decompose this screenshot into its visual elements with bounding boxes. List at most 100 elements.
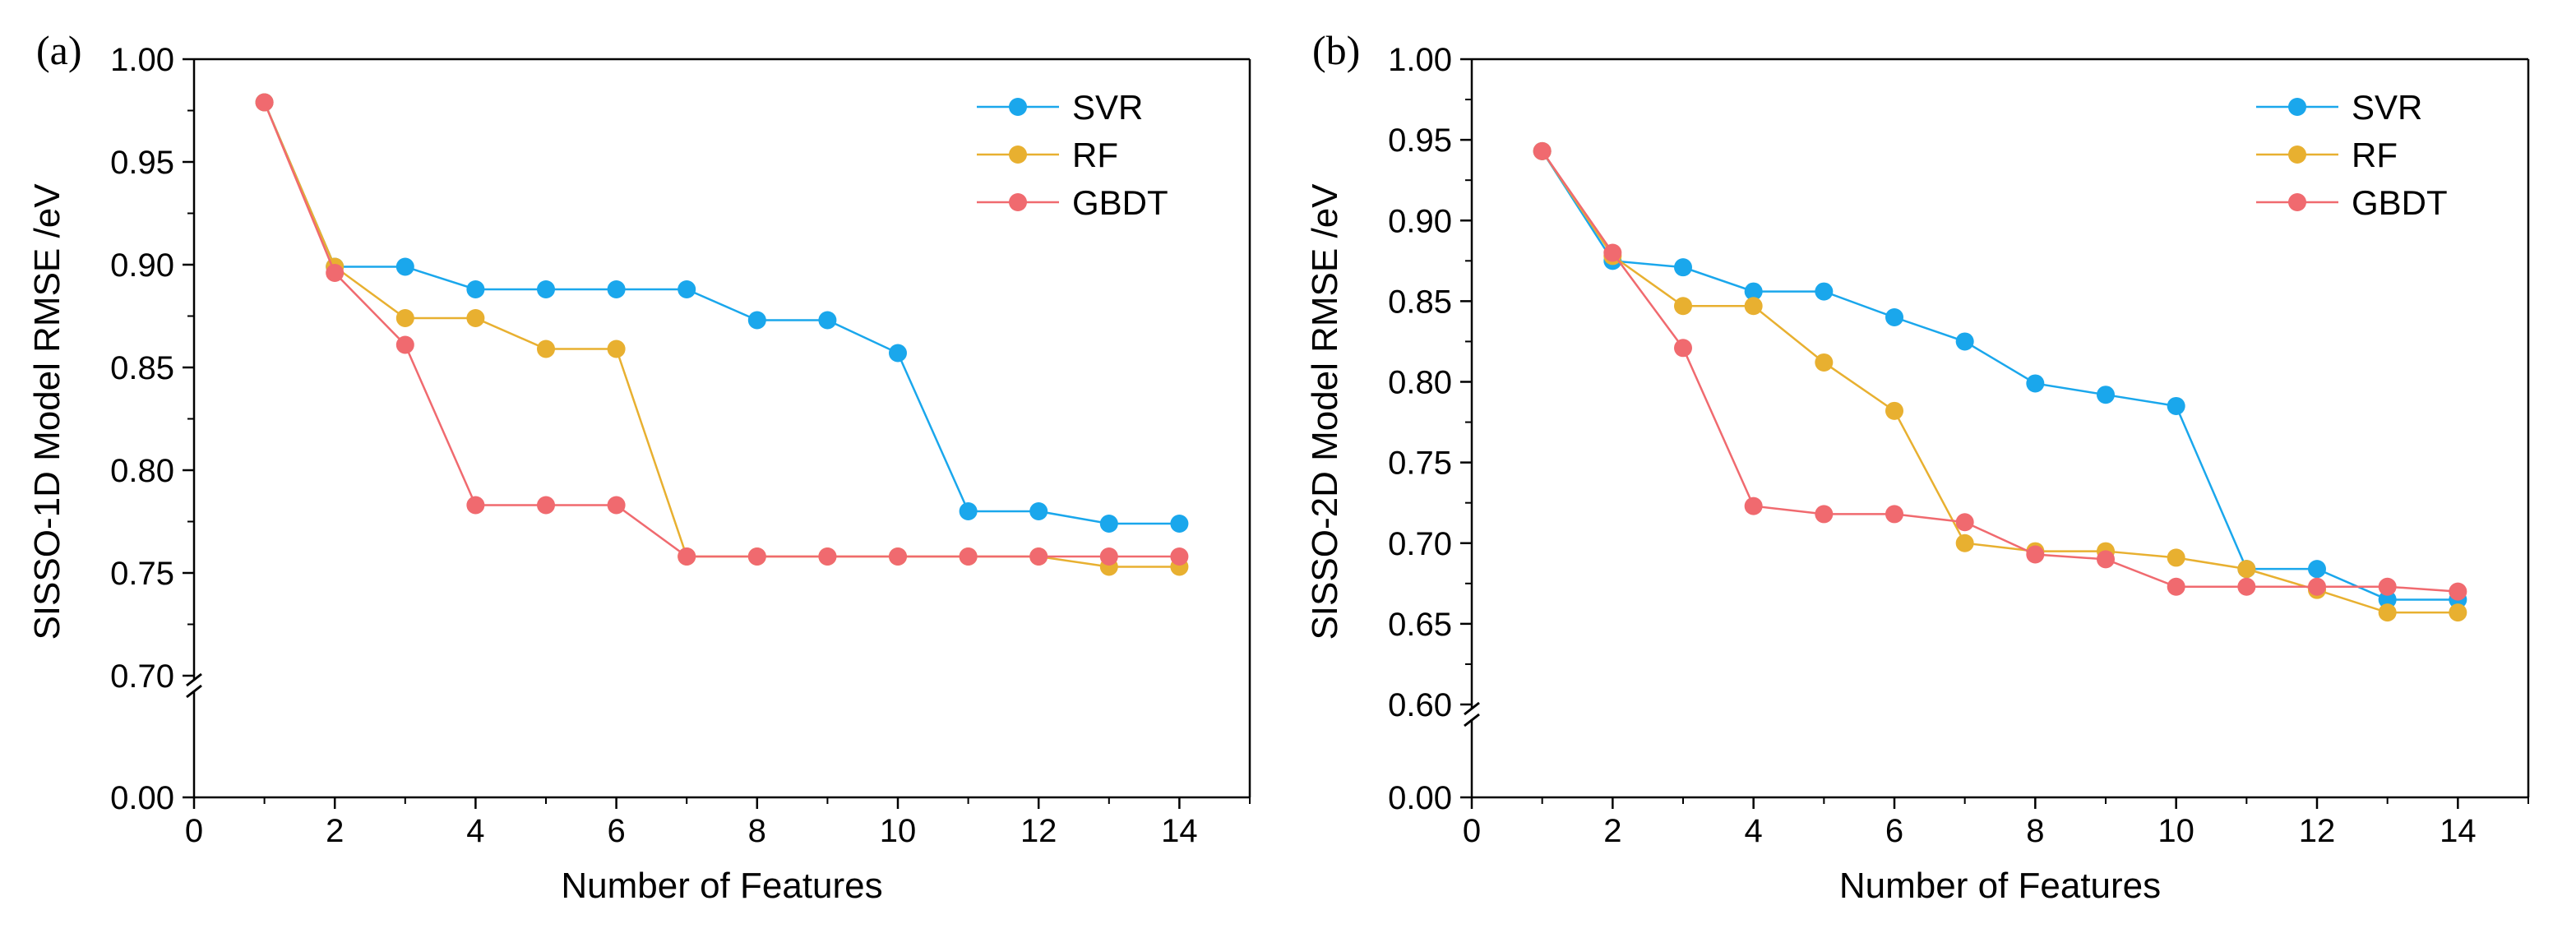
x-tick-label: 6: [607, 813, 625, 849]
data-point-gbdt: [1533, 141, 1552, 160]
data-point-rf: [395, 309, 414, 327]
series-line-gbdt: [263, 102, 1180, 558]
data-point-svr: [2097, 386, 2115, 404]
series-line-rf: [263, 102, 1180, 568]
y-tick-label: 0.70: [1388, 526, 1452, 562]
data-point-gbdt: [1170, 547, 1189, 566]
data-point-gbdt: [1029, 547, 1048, 566]
x-tick-label: 10: [880, 813, 917, 849]
legend-label: GBDT: [2352, 183, 2448, 222]
data-point-rf: [2237, 560, 2256, 579]
data-point-gbdt: [889, 547, 907, 566]
data-point-gbdt: [2449, 582, 2467, 601]
legend-marker: [2288, 145, 2306, 164]
x-tick-label: 14: [2440, 813, 2477, 849]
legend-label: SVR: [2352, 88, 2422, 127]
y-tick-label: 0.70: [110, 658, 174, 695]
data-point-rf: [537, 339, 555, 358]
x-tick-label: 10: [2157, 813, 2194, 849]
data-point-rf: [2378, 603, 2397, 622]
legend: SVR RF GBDT: [977, 88, 1168, 222]
x-tick-label: 12: [1020, 813, 1057, 849]
data-point-rf: [2449, 603, 2467, 622]
legend-marker: [1009, 98, 1027, 116]
data-point-svr: [959, 502, 978, 520]
y-axis-break-mark: [1464, 701, 1480, 716]
data-point-svr: [1885, 308, 1903, 326]
x-tick-label: 2: [1603, 813, 1621, 849]
y-axis-break-mark: [186, 672, 202, 687]
x-tick-label: 14: [1161, 813, 1198, 849]
data-point-svr: [818, 311, 837, 330]
series-line-rf: [1541, 150, 2458, 614]
y-tick-label: 0.80: [110, 453, 174, 489]
data-point-gbdt: [537, 496, 555, 515]
data-point-svr: [1744, 282, 1763, 301]
data-point-gbdt: [1955, 513, 1974, 532]
data-point-rf: [466, 309, 485, 327]
chart-panel-b: 0 2 4 6 8 10 12 14 0.60 0.65 0.70 0.75 0.80 0.85 0.90 0…: [1305, 27, 2530, 906]
series-svr: [255, 93, 1189, 533]
data-point-rf: [1744, 297, 1763, 316]
x-tick-label: 4: [1745, 813, 1763, 849]
x-axis-label: Number of Features: [561, 866, 882, 906]
y-axis-label: SISSO-1D Model RMSE /eV: [27, 183, 67, 640]
y-tick-label: 0.90: [110, 247, 174, 284]
data-point-svr: [537, 280, 555, 298]
data-point-rf: [1955, 533, 1974, 552]
data-point-gbdt: [2237, 577, 2256, 596]
data-point-rf: [2167, 548, 2185, 567]
data-point-gbdt: [2097, 550, 2115, 569]
data-point-gbdt: [466, 496, 485, 515]
y-tick-label-zero: 0.00: [110, 780, 174, 816]
data-point-gbdt: [1674, 339, 1692, 358]
data-point-svr: [1955, 332, 1974, 351]
data-point-svr: [395, 257, 414, 276]
data-point-svr: [2308, 560, 2326, 579]
legend-marker: [2288, 193, 2306, 211]
x-tick-label: 8: [748, 813, 766, 849]
y-axis-label: SISSO-2D Model RMSE /eV: [1305, 183, 1345, 640]
x-axis-label: Number of Features: [1839, 866, 2161, 906]
data-point-gbdt: [2167, 577, 2185, 596]
data-point-gbdt: [1815, 505, 1834, 524]
data-point-svr: [2167, 396, 2185, 415]
data-point-rf: [1815, 353, 1834, 372]
data-point-svr: [1029, 502, 1048, 520]
y-tick-label: 0.85: [110, 350, 174, 386]
data-point-rf: [607, 339, 626, 358]
series-gbdt: [1533, 141, 2467, 601]
y-tick-label: 0.75: [1388, 446, 1452, 482]
y-axis-break-mark: [186, 684, 202, 699]
y-tick-label: 0.95: [110, 145, 174, 181]
data-point-svr: [889, 344, 907, 363]
x-tick-label: 8: [2026, 813, 2044, 849]
data-point-gbdt: [2026, 545, 2045, 564]
x-tick-label: 0: [1463, 813, 1481, 849]
y-tick-label: 0.85: [1388, 284, 1452, 320]
data-point-svr: [1674, 258, 1692, 277]
x-tick-label: 0: [185, 813, 203, 849]
series-line-svr: [263, 102, 1180, 525]
x-tick-label: 4: [466, 813, 484, 849]
data-point-gbdt: [255, 93, 274, 112]
legend-label: SVR: [1072, 88, 1143, 127]
data-point-gbdt: [326, 264, 345, 282]
y-tick-label: 0.95: [1388, 122, 1452, 159]
y-tick-label: 1.00: [1388, 42, 1452, 78]
legend-label: GBDT: [1072, 183, 1168, 222]
data-point-svr: [1170, 515, 1189, 533]
data-point-gbdt: [959, 547, 978, 566]
legend-label: RF: [1072, 136, 1118, 174]
data-point-gbdt: [1744, 497, 1763, 515]
data-point-svr: [678, 280, 696, 298]
y-tick-label: 1.00: [110, 42, 174, 78]
data-point-gbdt: [1885, 505, 1903, 524]
data-point-gbdt: [1603, 243, 1622, 262]
panel-label: (a): [36, 27, 82, 73]
data-point-gbdt: [1099, 547, 1118, 566]
data-point-svr: [2378, 590, 2397, 609]
data-point-gbdt: [395, 335, 414, 354]
series-line-svr: [1541, 150, 2458, 601]
